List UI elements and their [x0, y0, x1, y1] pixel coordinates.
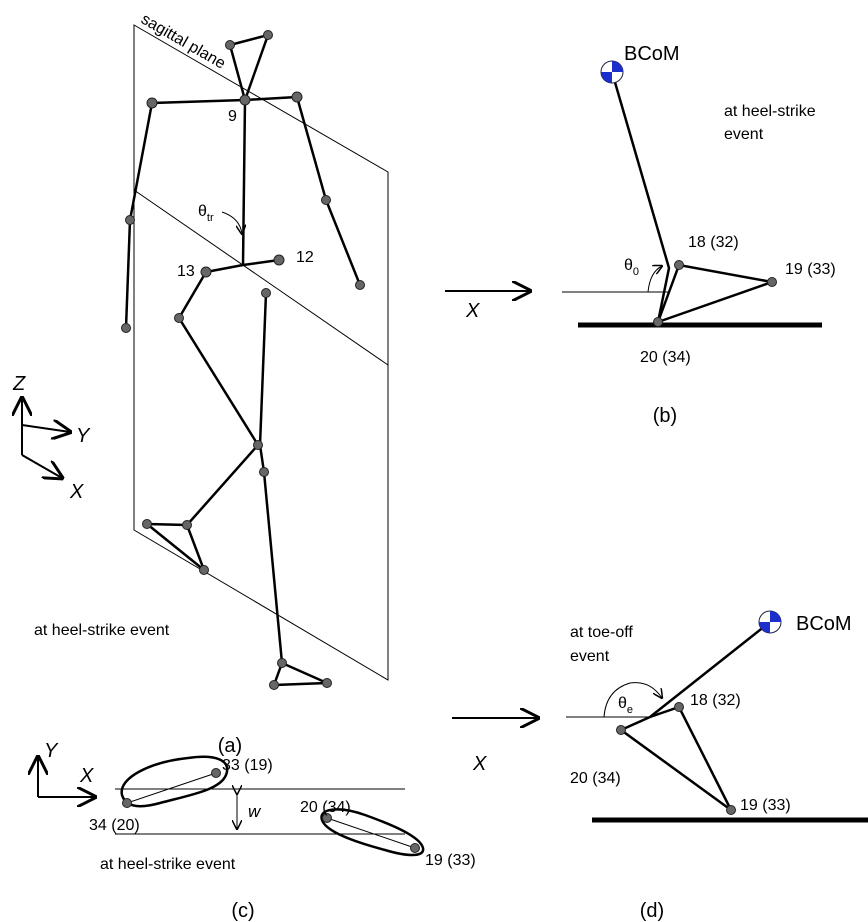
joint-label: 9: [228, 108, 237, 125]
event-label: at toe-off: [570, 624, 633, 641]
angle-label: θe: [618, 695, 633, 716]
caption: (b): [653, 405, 677, 427]
direction-label: X: [472, 753, 487, 775]
caption: (d): [640, 900, 664, 922]
panel-b: X BCoM at heel-strike event θ0 18 (32) 1…: [445, 43, 836, 427]
angle-symbol: θ: [618, 695, 627, 712]
axis-label: Y: [76, 425, 91, 447]
angle-symbol: θ: [198, 203, 207, 220]
event-label: event: [570, 648, 610, 665]
com-label: BCoM: [624, 43, 680, 65]
direction-label: X: [465, 300, 480, 322]
marker-label: 20 (34): [570, 770, 621, 787]
figure: sagittal plane 9 13 12 θtr Z Y X at heel…: [0, 0, 868, 922]
com-label: BCoM: [796, 613, 852, 635]
axis-label: X: [79, 765, 94, 787]
axis-triad: [22, 398, 70, 478]
com-marker: [759, 611, 781, 633]
plane-label: sagittal plane: [138, 11, 228, 73]
marker-label: 19 (33): [785, 261, 836, 278]
marker-label: 18 (32): [690, 692, 741, 709]
marker-label: 34 (20): [89, 817, 140, 834]
angle-symbol: θ: [624, 257, 633, 274]
panel-d: X BCoM at toe-off event θe 18 (32) 20 (3…: [452, 611, 868, 922]
sagittal-plane: [134, 25, 388, 680]
joint-label: 13: [177, 263, 195, 280]
marker-label: 33 (19): [222, 757, 273, 774]
angle-arc: [222, 212, 242, 234]
angle-label: θ0: [624, 257, 639, 278]
panel-c: Y X w 33 (19) 34 (20) 20 (34) 19 (33) at…: [38, 740, 476, 922]
panel-a: sagittal plane 9 13 12 θtr Z Y X at heel…: [12, 11, 388, 757]
marker-label: 20 (34): [300, 799, 351, 816]
event-label: event: [724, 126, 764, 143]
angle-label: θtr: [198, 203, 214, 224]
event-label: at heel-strike: [724, 103, 816, 120]
marker-label: 20 (34): [640, 349, 691, 366]
angle-subscript: e: [627, 704, 633, 716]
axis-label: Y: [44, 740, 59, 762]
axis-label: X: [69, 481, 84, 503]
axis-label: Z: [12, 373, 26, 395]
event-label: at heel-strike event: [100, 856, 236, 873]
caption: (c): [231, 900, 254, 922]
caption: (a): [218, 735, 242, 757]
event-label: at heel-strike event: [34, 622, 170, 639]
angle-subscript: tr: [207, 212, 214, 224]
com-marker: [601, 61, 623, 83]
stick-figure: [122, 31, 365, 690]
marker-label: 19 (33): [425, 852, 476, 869]
marker-label: 18 (32): [688, 234, 739, 251]
marker-label: 19 (33): [740, 797, 791, 814]
angle-subscript: 0: [633, 266, 639, 278]
joint-label: 12: [296, 249, 314, 266]
width-label: w: [248, 802, 262, 821]
